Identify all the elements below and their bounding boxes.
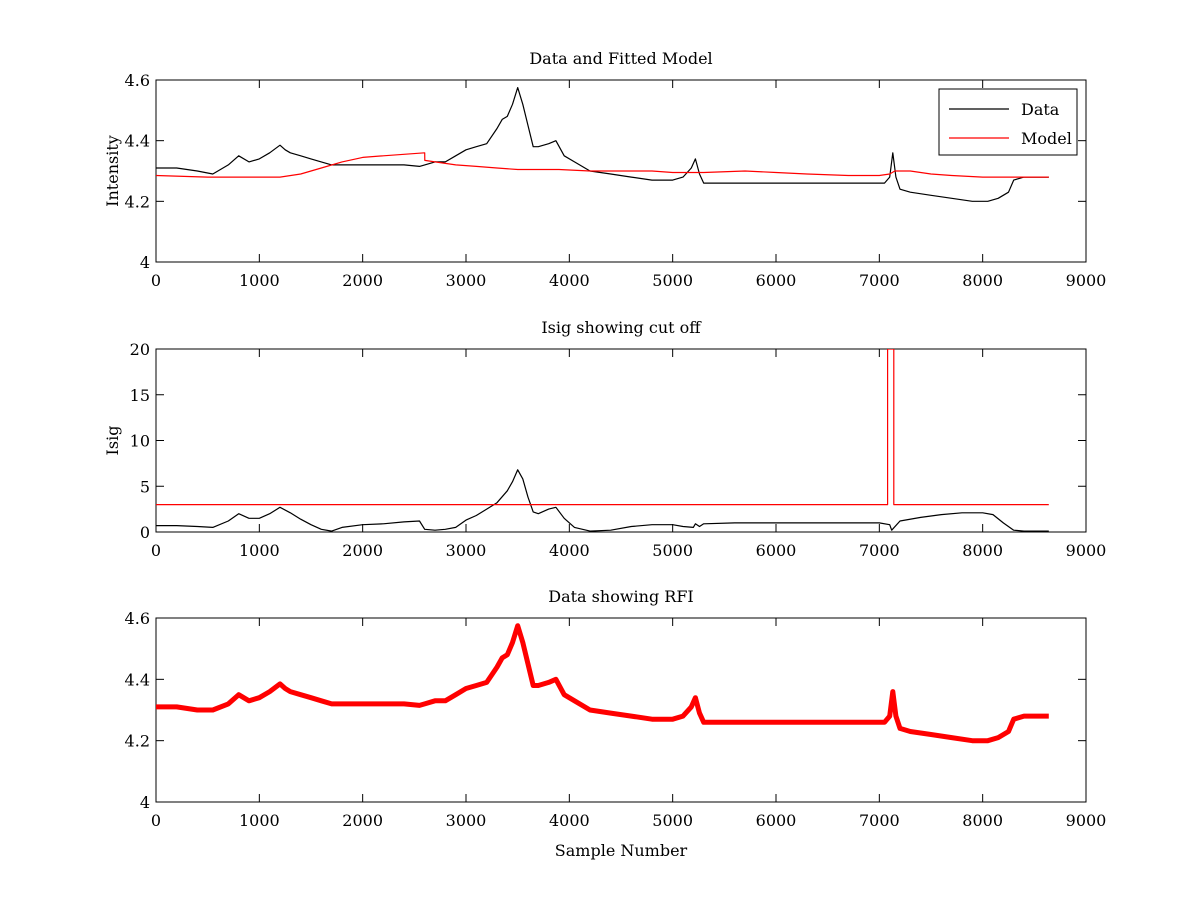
series-group xyxy=(156,86,1049,202)
x-tick-label: 9000 xyxy=(1066,541,1107,560)
x-tick-label: 5000 xyxy=(652,271,693,290)
axes-box xyxy=(155,617,1087,803)
axes-box xyxy=(155,348,1087,533)
x-tick-label: 3000 xyxy=(446,271,487,290)
y-tick-label: 4.2 xyxy=(125,192,150,211)
y-tick-label: 4.6 xyxy=(125,609,150,628)
legend-box xyxy=(938,88,1078,156)
series-line-model xyxy=(156,152,1049,178)
x-tick-label: 6000 xyxy=(756,271,797,290)
x-tick-label: 3000 xyxy=(446,541,487,560)
chart-panel-3: 0 1000 2000 3000 4000 5000 6000 7000 8000 9000 4 4.… xyxy=(125,587,1107,860)
x-tick-label: 9000 xyxy=(1066,811,1107,830)
y-tick-label: 4.4 xyxy=(125,670,150,689)
series-group xyxy=(156,349,1049,532)
chart-title: Data and Fitted Model xyxy=(529,49,712,68)
y-axis-label: Intensity xyxy=(103,135,122,207)
chart-title: Isig showing cut off xyxy=(541,318,702,337)
legend-label-data: Data xyxy=(1021,100,1060,119)
x-tick-label: 0 xyxy=(151,541,161,560)
series-line-1 xyxy=(156,469,1049,532)
x-tick-label: 8000 xyxy=(962,811,1003,830)
chart-panel-2: 0 1000 2000 3000 4000 5000 6000 7000 8000 9000 0 5 1… xyxy=(103,318,1106,560)
y-tick-label: 20 xyxy=(130,340,150,359)
series-group xyxy=(156,623,1049,744)
y-tick-label: 10 xyxy=(130,432,150,451)
x-tick-label: 1000 xyxy=(239,271,280,290)
x-tick-label: 3000 xyxy=(446,811,487,830)
x-tick-label: 6000 xyxy=(756,811,797,830)
series-line-1 xyxy=(156,623,1049,744)
x-tick-label: 0 xyxy=(151,811,161,830)
x-tick-label: 0 xyxy=(151,271,161,290)
x-tick-label: 1000 xyxy=(239,811,280,830)
x-tick-label: 4000 xyxy=(549,811,590,830)
x-tick-label: 2000 xyxy=(342,811,383,830)
x-tick-label: 7000 xyxy=(859,271,900,290)
x-tick-label: 8000 xyxy=(962,541,1003,560)
series-line-data xyxy=(156,86,1049,202)
x-tick-label: 1000 xyxy=(239,541,280,560)
x-tick-label: 2000 xyxy=(342,541,383,560)
chart-title: Data showing RFI xyxy=(548,587,693,606)
series-line-2 xyxy=(156,349,1049,506)
y-tick-label: 4.2 xyxy=(125,732,150,751)
y-tick-label: 4 xyxy=(140,253,150,272)
x-tick-label: 2000 xyxy=(342,271,383,290)
y-axis-label: Isig xyxy=(103,426,122,456)
x-tick-label: 7000 xyxy=(859,541,900,560)
x-axis-label: Sample Number xyxy=(555,841,688,860)
x-tick-label: 5000 xyxy=(652,541,693,560)
y-tick-label: 4.6 xyxy=(125,71,150,90)
y-tick-label: 5 xyxy=(140,477,150,496)
chart-panel-1: 0 1000 2000 3000 4000 5000 6000 7000 8000 9000 4 4.… xyxy=(103,49,1106,290)
legend: Data Model xyxy=(938,88,1078,156)
y-tick-label: 0 xyxy=(140,523,150,542)
x-tick-label: 9000 xyxy=(1066,271,1107,290)
x-tick-label: 4000 xyxy=(549,271,590,290)
x-tick-label: 5000 xyxy=(652,811,693,830)
x-tick-label: 7000 xyxy=(859,811,900,830)
legend-label-model: Model xyxy=(1021,129,1072,148)
y-tick-label: 15 xyxy=(130,386,150,405)
y-tick-label: 4 xyxy=(140,793,150,812)
x-tick-label: 6000 xyxy=(756,541,797,560)
x-tick-label: 4000 xyxy=(549,541,590,560)
y-tick-label: 4.4 xyxy=(125,132,150,151)
x-tick-label: 8000 xyxy=(962,271,1003,290)
